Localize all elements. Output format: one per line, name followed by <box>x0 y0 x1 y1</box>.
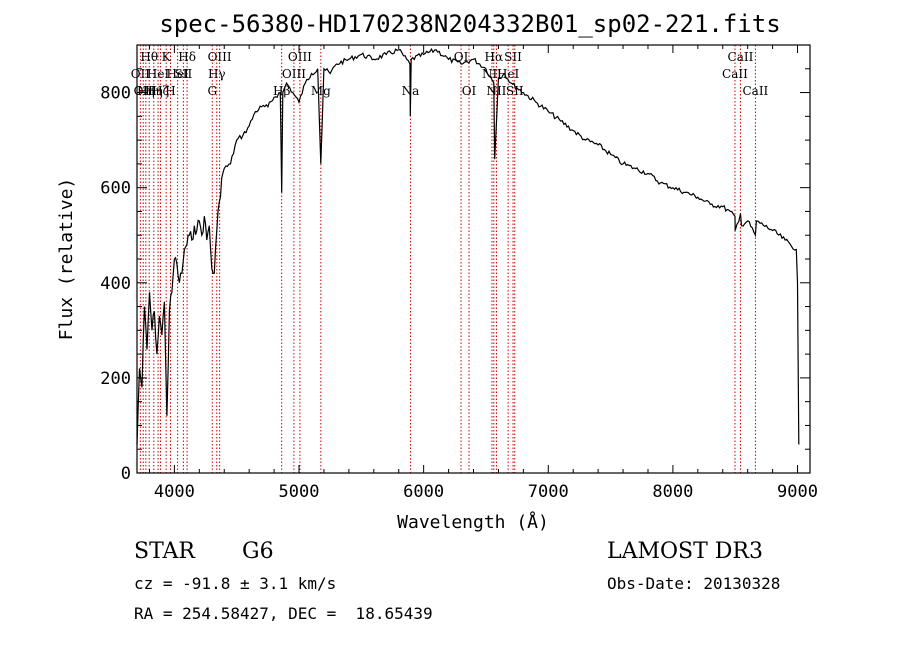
line-label: G <box>207 84 217 98</box>
line-label: Hδ <box>178 50 196 64</box>
x-tick-label: 7000 <box>528 482 569 502</box>
chart-title: spec-56380-HD170238N204332B01_sp02-221.f… <box>159 10 780 38</box>
line-label: OIII <box>282 67 306 81</box>
y-tick-label: 200 <box>100 369 131 389</box>
line-label: CaII <box>728 50 754 64</box>
line-label: OIII <box>208 50 232 64</box>
y-tick-label: 0 <box>121 464 131 484</box>
line-label: OI <box>454 50 469 64</box>
spectrum-line <box>136 47 800 445</box>
line-label: OII <box>134 84 154 98</box>
line-label: Hγ <box>208 67 226 81</box>
line-label: K <box>162 50 172 64</box>
obs-date: Obs-Date: 20130328 <box>607 574 781 593</box>
line-label: H <box>165 84 175 98</box>
line-label: Hθ <box>140 50 158 64</box>
x-tick-label: 8000 <box>652 482 693 502</box>
survey-name: LAMOST DR3 <box>607 539 763 564</box>
object-subclass: G6 <box>242 539 274 564</box>
line-label: Hη <box>145 84 163 98</box>
line-label: SII <box>506 84 524 98</box>
y-tick-label: 400 <box>100 274 131 294</box>
x-axis: 4000 5000 6000 7000 8000 9000 <box>148 45 818 502</box>
line-label: HeI <box>147 67 170 81</box>
line-label: OI <box>462 84 477 98</box>
line-labels: OIIOIIHηHθHηHeIHζKHHeISIIHδGHγOIIIHβOIII… <box>131 50 769 98</box>
line-label: CaII <box>722 67 748 81</box>
y-tick-label: 600 <box>100 179 131 199</box>
y-axis-label: Flux (relative) <box>56 178 77 341</box>
line-label: Hζ <box>152 84 169 98</box>
line-label: HeI <box>166 67 189 81</box>
line-label: HeI <box>497 67 520 81</box>
line-label: NII <box>486 84 506 98</box>
line-markers <box>139 45 756 473</box>
line-label: SII <box>504 50 522 64</box>
line-label: Hα <box>485 50 504 64</box>
x-axis-label: Wavelength (Å) <box>397 511 549 533</box>
plot-frame <box>136 44 811 474</box>
x-tick-label: 9000 <box>777 482 818 502</box>
y-tick-label: 800 <box>100 84 131 104</box>
line-label: Mg <box>311 84 331 98</box>
x-tick-label: 5000 <box>279 482 320 502</box>
line-label: Hη <box>137 84 155 98</box>
y-axis: 0 200 400 600 800 <box>100 68 810 484</box>
x-tick-label: 4000 <box>154 482 195 502</box>
line-label: CaII <box>742 84 768 98</box>
object-class: STAR <box>134 539 195 564</box>
ra-dec: RA = 254.58427, DEC = 18.65439 <box>134 604 433 623</box>
redshift-cz: cz = -91.8 ± 3.1 km/s <box>134 574 337 593</box>
line-label: Hβ <box>273 84 290 98</box>
line-label: OII <box>131 67 151 81</box>
line-label: OIII <box>288 50 312 64</box>
line-label: SII <box>175 67 193 81</box>
x-tick-label: 6000 <box>403 482 444 502</box>
